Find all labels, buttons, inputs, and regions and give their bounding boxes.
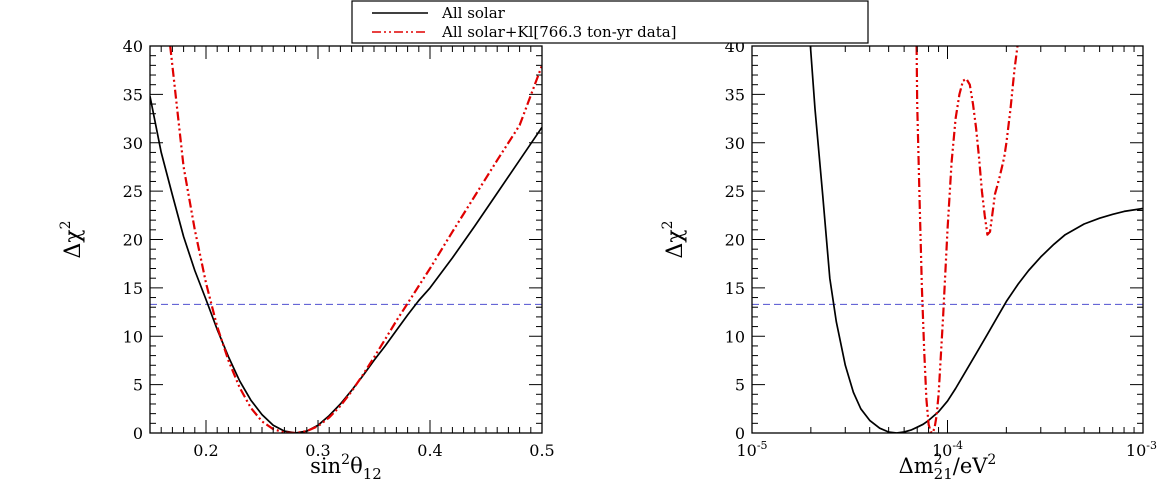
axis-frame [149,45,543,434]
x-axis-label-base: Δm [899,454,934,478]
x-axis-label-sub: 12 [363,465,382,483]
y-tick-label: 15 [725,279,745,298]
x-axis-label-unit: /eV [953,454,989,478]
x-tick-label-exponent: -4 [952,439,963,452]
y-axis-label-sup: 2 [58,220,74,229]
series-line-1 [150,96,542,433]
y-axis-label: Δχ2 [660,220,688,258]
x-axis-label-sup: 2 [341,452,350,468]
y-tick-label: 25 [725,182,745,201]
x-tick-label-base: 10 [932,441,952,460]
y-axis-label-base: Δχ [61,229,86,258]
x-tick-label-exponent: -3 [1146,439,1157,452]
x-tick-label: 0.5 [529,441,554,460]
x-axis-label: sin2θ12 [310,452,382,483]
y-axis-label: Δχ2 [58,220,86,258]
x-tick-label: 10-3 [1126,439,1157,460]
x-axis-label-sup: 2 [934,452,943,468]
x-tick-label: 0.4 [417,441,442,460]
y-tick-label: 10 [725,327,745,346]
x-axis-label-unit-sup: 2 [987,452,996,468]
y-tick-label: 35 [725,85,745,104]
y-tick-label: 15 [123,279,143,298]
series-line-1 [809,46,1143,433]
x-tick-label: 0.2 [193,441,218,460]
x-axis-label-sub: 21 [934,465,953,483]
legend-label-2: All solar+Kl[766.3 ton-yr data] [441,23,677,41]
y-tick-label: 40 [123,37,143,56]
series-line-2 [915,46,1019,433]
x-tick-label-base: 10 [1126,441,1146,460]
legend-label-1: All solar [441,4,506,22]
x-axis-label-base: sin [310,454,341,478]
x-tick-label-base: 10 [736,441,756,460]
y-tick-label: 5 [735,376,745,395]
x-tick-label-exponent: -5 [757,439,768,452]
x-axis-label: Δm2 21/eV2 [899,452,997,483]
x-tick-label: 0.3 [305,441,330,460]
series-line-2 [169,46,542,433]
y-tick-label: 30 [123,134,143,153]
y-tick-label: 5 [133,376,143,395]
y-tick-label: 0 [735,424,745,443]
y-tick-label: 20 [725,231,745,250]
y-axis-label-sup: 2 [660,220,676,229]
y-axis-label-base: Δχ [663,229,688,258]
x-tick-label: 10-4 [932,439,963,460]
y-tick-label: 35 [123,85,143,104]
y-tick-label: 25 [123,182,143,201]
axis-frame [751,45,1144,434]
y-tick-label: 0 [133,424,143,443]
x-tick-label: 10-5 [736,439,767,460]
y-tick-label: 30 [725,134,745,153]
y-tick-label: 10 [123,327,143,346]
x-axis-label-symbol: θ [350,454,363,478]
legend-box [351,0,869,44]
y-tick-label: 20 [123,231,143,250]
